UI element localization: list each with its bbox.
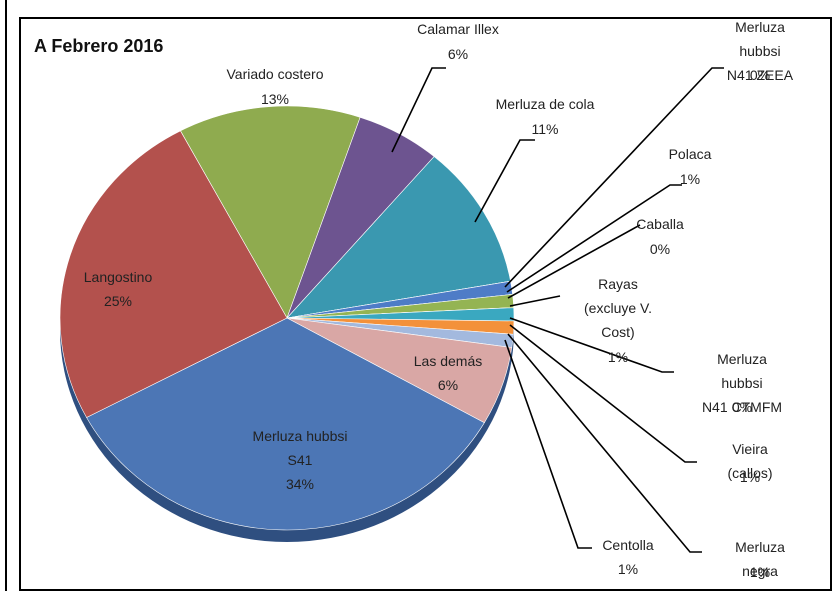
pie-slice bbox=[86, 317, 485, 531]
value-label: 1% bbox=[617, 561, 639, 577]
value-label: 1% bbox=[749, 564, 771, 580]
leader-line bbox=[474, 139, 535, 223]
leader-line bbox=[506, 184, 682, 293]
category-label: Merluza hubbsi N41 CTMFM bbox=[701, 351, 783, 415]
leader-line bbox=[509, 317, 674, 373]
leader-line bbox=[507, 224, 641, 299]
chart-title: A Febrero 2016 bbox=[34, 36, 164, 56]
category-label: Las demás bbox=[413, 353, 483, 369]
value-label: 1% bbox=[739, 469, 761, 485]
leader-line bbox=[507, 333, 702, 553]
category-label: Vieira (callos) bbox=[727, 441, 773, 481]
category-label: Calamar Illex bbox=[417, 21, 499, 37]
value-label: 34% bbox=[285, 476, 315, 492]
value-label: 11% bbox=[531, 121, 559, 137]
leader-line bbox=[391, 67, 446, 153]
pie-slice bbox=[286, 156, 511, 319]
category-label: Variado costero bbox=[226, 66, 324, 82]
value-label: 0% bbox=[731, 399, 753, 415]
plot-frame bbox=[19, 17, 832, 591]
category-label: Merluza hubbsi S41 bbox=[252, 428, 348, 468]
value-label: 25% bbox=[103, 293, 133, 309]
value-label: 6% bbox=[447, 46, 469, 62]
category-label: Polaca bbox=[668, 146, 712, 162]
category-label: Merluza hubbsi N41 ZEEA bbox=[726, 19, 794, 83]
value-label: 13% bbox=[260, 91, 290, 107]
category-label: Merluza negra bbox=[735, 539, 785, 579]
value-label: 0% bbox=[649, 241, 671, 257]
leader-line bbox=[504, 67, 724, 288]
value-label: 0% bbox=[749, 67, 771, 83]
category-label: Caballa bbox=[636, 216, 684, 232]
pie-slice bbox=[59, 130, 288, 418]
left-strip bbox=[0, 0, 20, 591]
category-label: Rayas (excluye V. Cost) bbox=[584, 276, 652, 340]
category-label: Merluza de cola bbox=[495, 96, 595, 112]
value-label: 1% bbox=[607, 349, 629, 365]
leader-line bbox=[509, 324, 697, 463]
category-label: Langostino bbox=[83, 269, 153, 285]
pie-slice bbox=[180, 105, 361, 319]
category-label: Centolla bbox=[602, 537, 654, 553]
value-label: 1% bbox=[679, 171, 701, 187]
value-label: 6% bbox=[437, 377, 459, 393]
leader-line bbox=[509, 295, 561, 307]
leader-line bbox=[504, 339, 592, 549]
